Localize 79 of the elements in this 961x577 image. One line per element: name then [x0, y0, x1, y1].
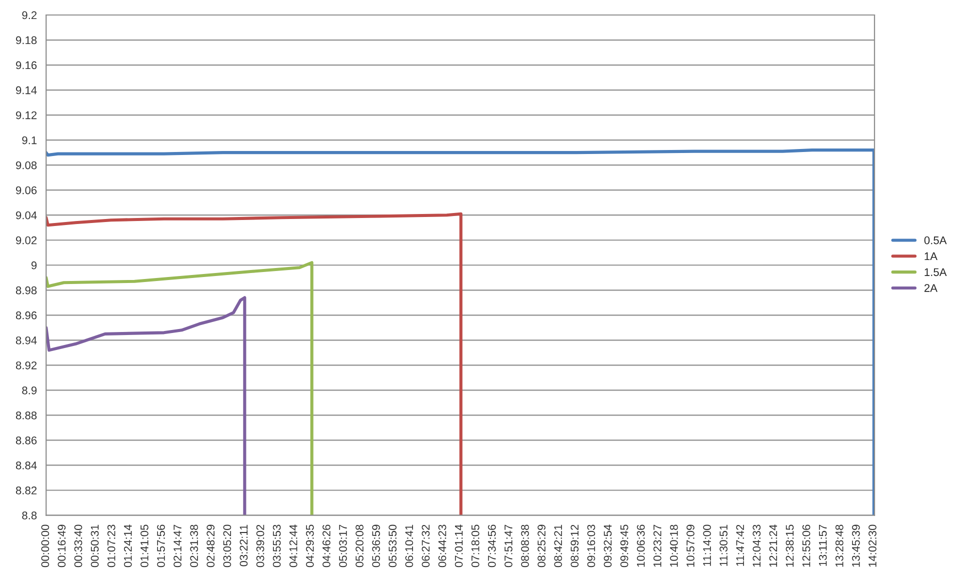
x-tick-label: 06:10:41 [405, 524, 414, 568]
x-tick-label: 10:57:09 [686, 524, 694, 567]
x-tick-label: 07:18:05 [471, 524, 480, 568]
x-tick-label: 00:33:40 [74, 524, 82, 568]
x-tick-label: 10:06:36 [636, 524, 645, 567]
x-tick-label: 11:30:51 [720, 524, 728, 566]
x-tick-label: 10:40:18 [670, 524, 678, 567]
legend-label: 0.5A [924, 236, 947, 244]
y-tick-label: 9.1 [22, 136, 37, 144]
x-tick-label: 08:25:29 [538, 524, 546, 568]
x-tick-label: 07:01:14 [454, 524, 463, 568]
x-tick-label: 01:41:05 [140, 524, 148, 568]
y-tick-label: 8.92 [16, 361, 37, 370]
x-tick-label: 12:21:24 [769, 524, 778, 567]
y-tick-label: 8.88 [16, 411, 37, 420]
y-tick-label: 8.9 [22, 386, 37, 394]
x-tick-label: 04:29:35 [306, 524, 314, 568]
x-tick-label: 05:53:50 [388, 524, 397, 568]
y-tick-label: 9 [31, 261, 37, 270]
y-tick-label: 9.12 [16, 111, 37, 120]
x-tick-label: 12:55:06 [802, 524, 810, 567]
x-tick-label: 13:11:57 [818, 524, 827, 566]
x-tick-label: 12:38:15 [786, 524, 794, 567]
x-tick-label: 11:47:42 [736, 524, 744, 566]
x-tick-label: 13:45:39 [852, 524, 860, 567]
x-tick-label: 05:03:17 [339, 524, 347, 568]
x-tick-label: 12:04:33 [752, 524, 761, 567]
y-tick-label: 9.06 [16, 186, 37, 194]
x-tick-label: 09:32:54 [604, 524, 612, 568]
x-tick-label: 04:46:26 [322, 524, 330, 568]
x-tick-label: 03:22:11 [240, 524, 248, 566]
y-tick-label: 8.98 [16, 286, 37, 294]
x-tick-label: 09:16:03 [587, 524, 596, 568]
x-tick-label: 10:23:27 [653, 524, 662, 567]
x-tick-label: 05:20:08 [356, 524, 364, 568]
x-tick-label: 00:50:31 [90, 524, 99, 568]
x-tick-label: 11:14:00 [703, 524, 711, 566]
x-tick-label: 07:51:47 [504, 524, 512, 568]
y-tick-label: 9.2 [22, 11, 37, 20]
y-tick-label: 9.08 [16, 161, 37, 170]
x-tick-label: 01:24:14 [124, 524, 132, 568]
x-tick-label: 00:16:49 [58, 524, 66, 568]
y-tick-label: 8.82 [16, 486, 37, 494]
x-tick-label: 02:48:29 [206, 524, 215, 568]
line-series [46, 261, 314, 516]
x-tick-label: 02:14:47 [174, 524, 182, 568]
y-tick-label: 8.94 [16, 336, 37, 344]
y-tick-label: 8.8 [22, 512, 37, 520]
x-tick-label: 03:05:20 [223, 524, 232, 568]
y-tick-label: 8.84 [16, 462, 37, 470]
legend-label: 1.5A [924, 268, 947, 276]
y-tick-label: 9.02 [16, 236, 37, 244]
y-tick-label: 8.86 [16, 436, 37, 444]
x-tick-label: 06:27:32 [422, 524, 430, 568]
x-tick-label: 01:07:23 [107, 524, 116, 568]
y-tick-label: 9.16 [16, 61, 37, 70]
line-series [46, 296, 246, 516]
y-tick-label: 9.14 [16, 86, 37, 94]
x-tick-label: 14:02:30 [868, 524, 876, 567]
line-series [46, 212, 462, 516]
legend-label: 2A [924, 284, 938, 292]
x-tick-label: 03:39:02 [256, 524, 264, 568]
x-tick-label: 02:31:38 [190, 524, 198, 568]
x-tick-label: 09:49:45 [620, 524, 628, 568]
x-tick-label: 06:44:23 [438, 524, 446, 568]
x-tick-label: 08:08:38 [521, 524, 529, 568]
y-tick-label: 9.18 [16, 36, 37, 44]
x-tick-label: 13:28:48 [835, 524, 844, 567]
x-tick-label: 08:42:21 [554, 524, 562, 568]
x-tick-label: 03:55:53 [272, 524, 281, 568]
x-tick-label: 07:34:56 [488, 524, 496, 568]
x-tick-label: 01:57:56 [157, 524, 165, 568]
x-tick-label: 04:12:44 [289, 524, 298, 568]
x-tick-label: 05:36:59 [372, 524, 380, 568]
x-tick-label: 00:00:00 [41, 524, 50, 568]
x-tick-label: 08:59:12 [570, 524, 579, 568]
legend-label: 1A [924, 252, 938, 260]
y-tick-label: 9.04 [16, 211, 37, 220]
y-tick-label: 8.96 [16, 311, 37, 320]
